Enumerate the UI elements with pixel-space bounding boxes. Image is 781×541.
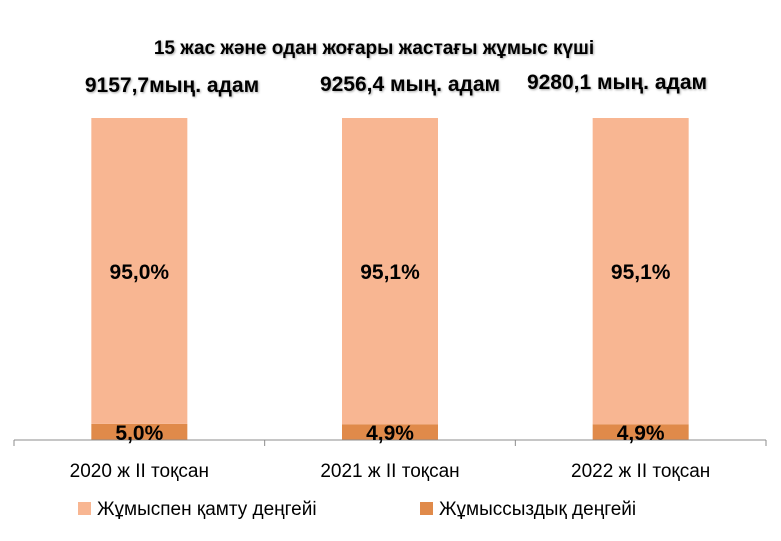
- legend-label-unemployment: Жұмыссыздық деңгейі: [439, 499, 636, 520]
- bar-employment-2: [342, 118, 438, 425]
- bar-unemployment-1: [91, 423, 188, 440]
- legend: Жұмыспен қамту деңгейі Жұмыссыздық деңгей…: [78, 499, 636, 520]
- chart-title: 15 жас және одан жоғары жастағы жұмыс кү…: [154, 38, 594, 59]
- total-label-3: 9280,1 мың. адам: [527, 71, 707, 94]
- x-tick-label-2: 2021 ж II тоқсан: [320, 461, 459, 482]
- legend-swatch-unemployment: [420, 502, 433, 515]
- total-label-1: 9157,7мың. адам: [85, 74, 259, 97]
- data-label-employment-1: 95,0%: [110, 261, 170, 284]
- x-tick-label-1: 2020 ж II тоқсан: [70, 461, 209, 482]
- bars-layer: [91, 118, 689, 440]
- data-label-employment-2: 95,1%: [360, 261, 420, 284]
- legend-label-employment: Жұмыспен қамту деңгейі: [97, 499, 317, 520]
- totals-layer: 9157,7мың. адам 9256,4 мың. адам 9280,1 мы…: [85, 71, 707, 97]
- bar-employment-1: [91, 118, 188, 424]
- bar-unemployment-3: [592, 424, 689, 440]
- data-label-employment-3: 95,1%: [611, 261, 671, 284]
- labels-layer: 5,0% 95,0% 4,9% 95,1% 4,9% 95,1%: [110, 261, 671, 445]
- bar-unemployment-2: [342, 424, 438, 440]
- data-label-unemployment-1: 5,0%: [115, 422, 163, 445]
- total-label-2: 9256,4 мың. адам: [320, 73, 500, 96]
- legend-swatch-employment: [78, 502, 91, 515]
- bar-employment-3: [592, 118, 689, 425]
- x-axis: 2020 ж II тоқсан 2021 ж II тоқсан 2022 ж I…: [13, 439, 767, 482]
- data-label-unemployment-3: 4,9%: [617, 422, 665, 445]
- x-tick-label-3: 2022 ж II тоқсан: [571, 461, 710, 482]
- data-label-unemployment-2: 4,9%: [366, 422, 414, 445]
